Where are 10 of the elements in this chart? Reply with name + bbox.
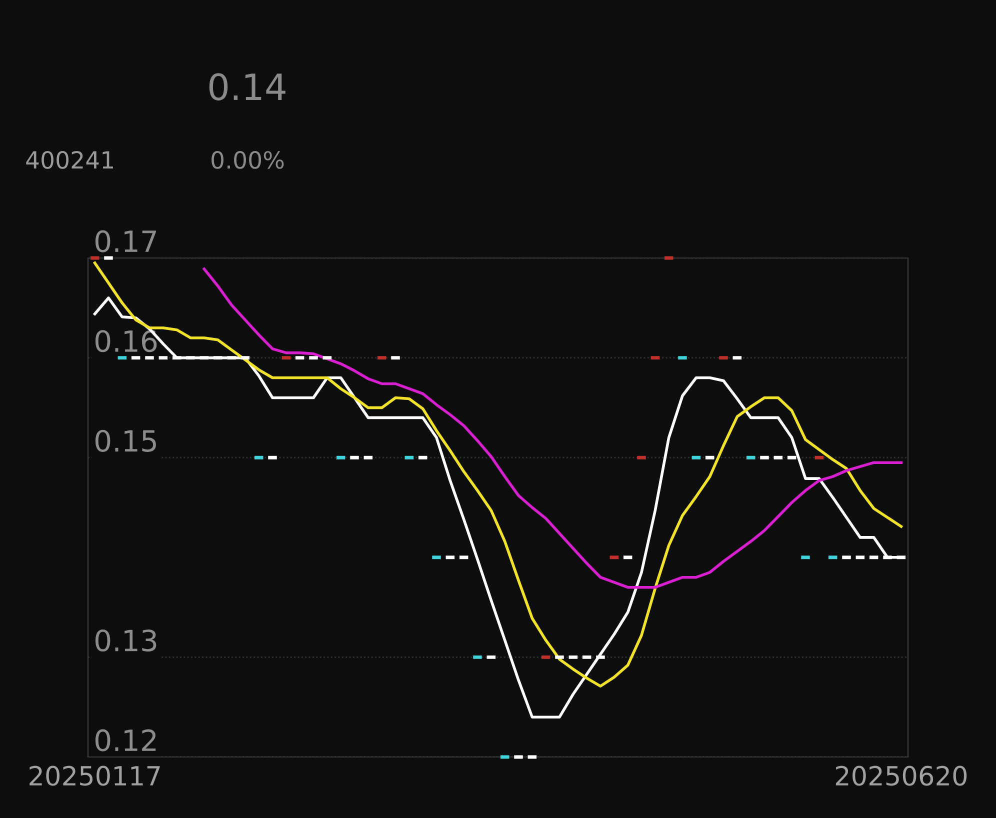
text: 0.14 bbox=[209, 73, 286, 100]
y-tick-label: 0.15 bbox=[95, 430, 156, 452]
y-tick-label: 0.12 bbox=[95, 729, 156, 752]
y-tick-label: 0.16 bbox=[95, 330, 157, 352]
y-tick-label: 0.13 bbox=[95, 629, 156, 652]
x-tick-label: 20250117 bbox=[30, 766, 160, 786]
x-tick-label: 20250620 bbox=[836, 766, 967, 786]
text: 0.00% bbox=[212, 150, 284, 169]
text: 400241 bbox=[26, 150, 113, 169]
y-tick-label: 0.17 bbox=[95, 230, 156, 252]
